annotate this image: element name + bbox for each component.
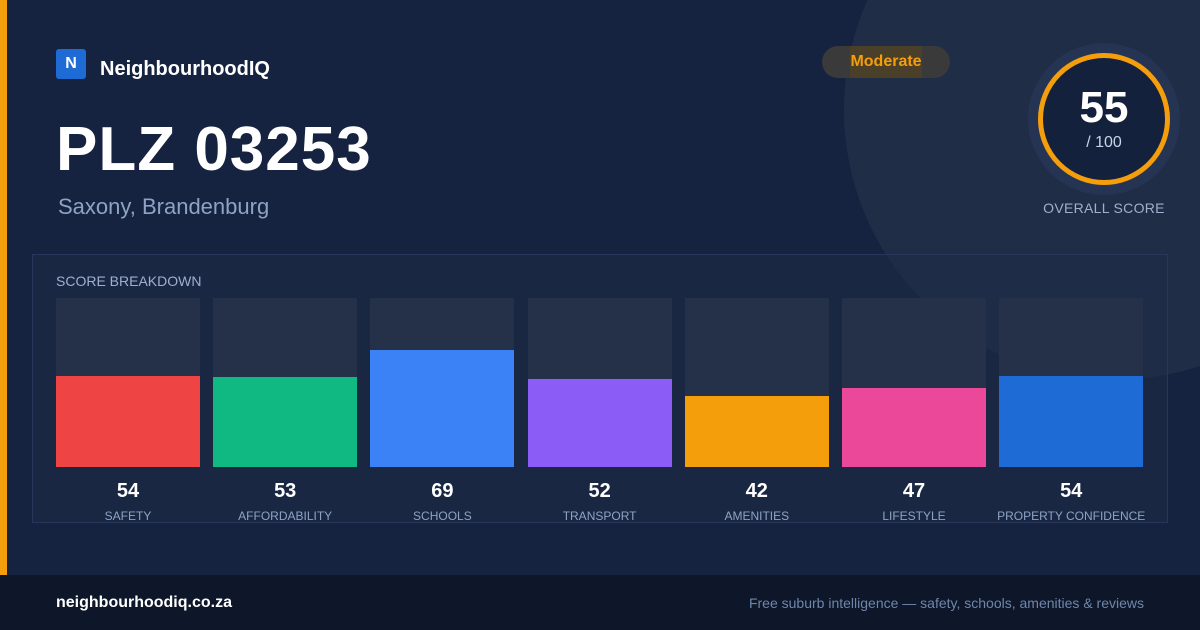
score-bar-fill [56, 376, 200, 467]
brand-logo-icon: N [56, 48, 86, 79]
score-bar-label: PROPERTY CONFIDENCE [997, 509, 1146, 523]
score-bar-label: AFFORDABILITY [238, 509, 333, 523]
score-bar-track [213, 298, 358, 467]
score-bar-fill [999, 376, 1144, 467]
score-bar-label: SCHOOLS [413, 509, 472, 523]
page-subtitle: Saxony, Brandenburg [58, 194, 270, 219]
overall-score-label: OVERALL SCORE [1043, 200, 1165, 216]
score-bar-value: 69 [431, 480, 454, 502]
score-bar-fill [213, 377, 358, 467]
footer-url-link[interactable]: neighbourhoodiq.co.za [56, 594, 232, 611]
score-bar-track [684, 298, 829, 467]
score-bar-fill [684, 396, 829, 467]
score-bar-value: 52 [588, 480, 611, 502]
score-bar-track [527, 298, 672, 467]
score-breakdown-panel: SCORE BREAKDOWN 54 SAFETY 53 AFFORDABILITY 6… [32, 254, 1168, 523]
score-bar-value: 54 [1060, 480, 1083, 502]
footer: neighbourhoodiq.co.za Free suburb intell… [0, 575, 1200, 630]
brand[interactable]: N NeighbourhoodIQ [56, 46, 270, 81]
score-bar-fill [527, 379, 672, 467]
score-bar-label: LIFESTYLE [882, 509, 946, 523]
rating-badge-label: Moderate [850, 53, 922, 70]
score-bar-label: SAFETY [104, 509, 152, 523]
overall-score-max: / 100 [1086, 134, 1122, 151]
overall-score-ring-inner: 55 / 100 [1038, 53, 1170, 185]
score-bar-track [56, 298, 200, 467]
score-bar-value: 54 [116, 480, 140, 502]
footer-tagline: Free suburb intelligence — safety, schoo… [748, 595, 1144, 611]
score-bar-value: 47 [902, 480, 926, 502]
brand-name: NeighbourhoodIQ [100, 58, 270, 80]
score-breakdown-title: SCORE BREAKDOWN [56, 273, 202, 289]
page-title: PLZ 03253 [56, 115, 372, 184]
score-bar-label: AMENITIES [724, 509, 790, 523]
score-bar-value: 53 [274, 480, 297, 502]
overall-score-value: 55 [1079, 83, 1129, 132]
score-bar-fill [842, 388, 986, 467]
score-bar-fill [370, 350, 515, 467]
accent-bar [0, 0, 7, 575]
score-bar-label: TRANSPORT [562, 509, 637, 523]
score-bar-value: 42 [745, 480, 768, 502]
score-bar-track [842, 298, 986, 467]
overall-score-ring: 55 / 100 [1028, 43, 1180, 195]
score-bar-track [999, 298, 1144, 467]
rating-badge: Moderate [822, 46, 950, 78]
score-bar-track [370, 298, 515, 467]
